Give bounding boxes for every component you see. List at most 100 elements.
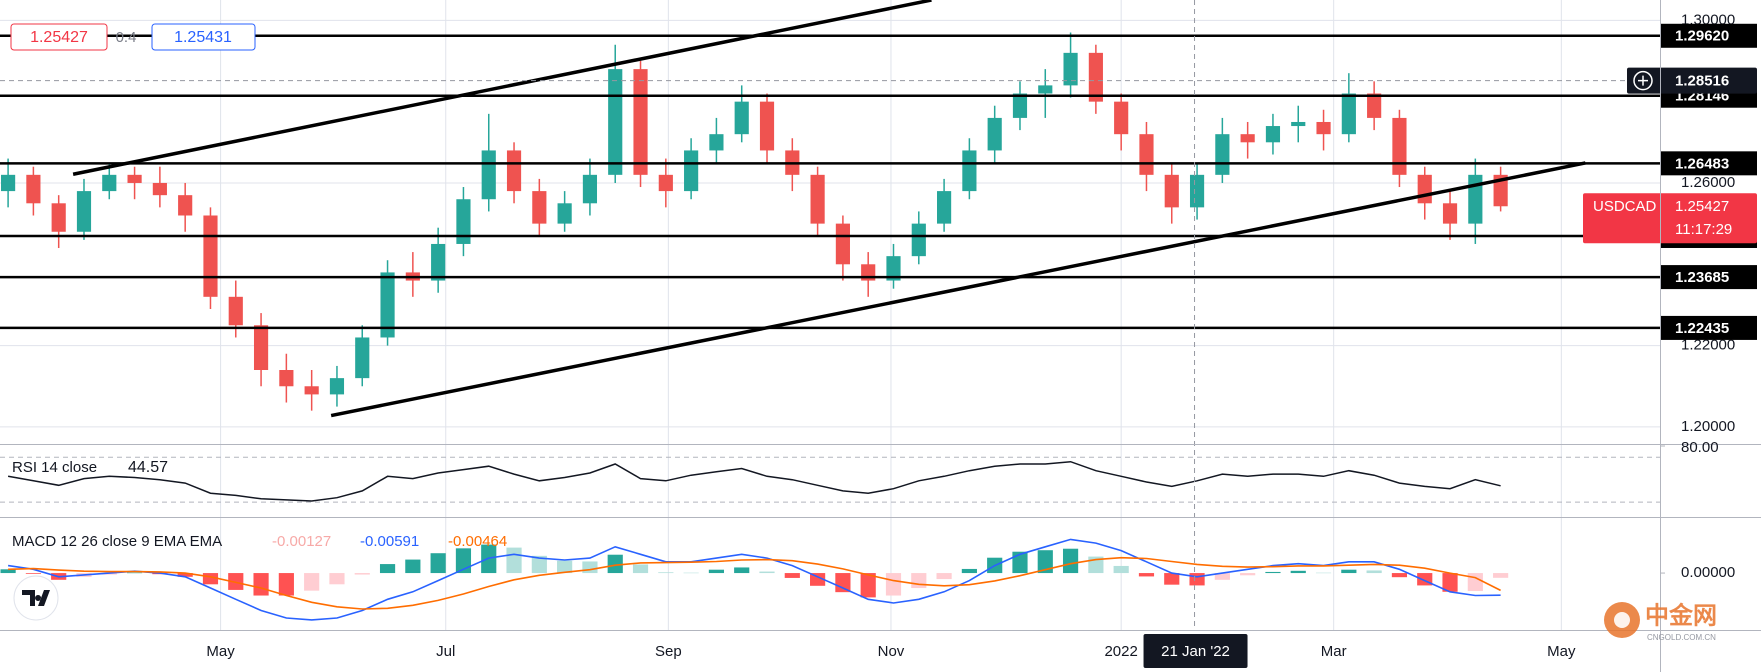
macd-histogram-bar xyxy=(1290,570,1306,574)
candle-body xyxy=(1215,134,1230,175)
level-label-box xyxy=(1660,265,1757,290)
level-label: 1.26483 xyxy=(1675,155,1729,172)
macd-histogram-bar xyxy=(632,564,649,574)
candle-body xyxy=(1265,126,1281,143)
candle-body xyxy=(684,150,699,192)
macd-histogram-bar xyxy=(253,573,269,596)
macd-histogram-bar xyxy=(1012,551,1028,574)
candle-body xyxy=(279,370,294,387)
price-marker-symbol: USDCAD xyxy=(1593,198,1657,215)
candle-body xyxy=(431,243,446,281)
macd-histogram-bar xyxy=(1214,573,1230,580)
candle-body xyxy=(1468,174,1483,224)
candle-body xyxy=(1038,85,1053,94)
macd-histogram-bar xyxy=(1138,573,1155,577)
candle-body xyxy=(1139,134,1154,175)
indicator-panes xyxy=(0,445,1665,621)
macd-histogram-bar xyxy=(1164,573,1180,585)
macd-histogram-bar xyxy=(506,547,522,574)
macd-histogram-bar xyxy=(1442,573,1458,592)
price-marker-value: 1.25427 xyxy=(1675,198,1729,215)
macd-histogram-bar xyxy=(607,554,623,574)
macd-histogram-bar xyxy=(25,573,41,574)
macd-histogram-bar xyxy=(582,561,598,574)
candle-body xyxy=(658,174,673,192)
tv-logo xyxy=(22,590,50,606)
macd-histogram-bar xyxy=(202,573,219,585)
rsi-line xyxy=(7,460,1501,502)
candle-body xyxy=(203,215,218,297)
macd-histogram-bar xyxy=(683,572,699,574)
macd-histogram-bar xyxy=(430,553,446,574)
candle-body xyxy=(228,296,243,326)
macd-histogram-bar xyxy=(961,568,977,574)
candle-body xyxy=(152,182,167,196)
signal-line xyxy=(8,556,1501,610)
candle-body xyxy=(1012,93,1028,118)
candle-body xyxy=(329,378,345,395)
candle-body xyxy=(937,191,952,224)
level-label: 1.23685 xyxy=(1675,269,1729,286)
macd-histogram-bar xyxy=(304,573,320,591)
ask-box xyxy=(151,23,256,51)
watermark-name: 中金网 xyxy=(1645,601,1717,629)
candle-body xyxy=(709,134,724,151)
macd-histogram-bar xyxy=(885,573,902,596)
candle-body xyxy=(380,272,395,338)
macd-histogram-bar xyxy=(405,559,421,574)
macd-hist-value: -0.00127 xyxy=(272,533,331,550)
candle-body xyxy=(532,191,547,224)
candle-body xyxy=(1240,134,1255,143)
macd-histogram-bar xyxy=(784,573,800,578)
macd-histogram-bar xyxy=(860,573,876,598)
macd-histogram-bar xyxy=(835,573,851,593)
macd-histogram-bar xyxy=(708,569,725,574)
rsi-value: 44.57 xyxy=(128,459,168,476)
candle-body xyxy=(1367,93,1382,118)
macd-histogram-bar xyxy=(734,567,750,574)
bid-box xyxy=(10,23,108,51)
macd-histogram-bar xyxy=(1113,565,1129,574)
level-label: 1.22435 xyxy=(1675,320,1729,337)
crosshair-price-box xyxy=(1627,67,1757,94)
add-alert-icon xyxy=(1633,70,1653,91)
macd-histogram-bar xyxy=(1391,573,1408,578)
macd-histogram-bar xyxy=(1341,569,1357,574)
macd-histogram-bar xyxy=(1265,571,1281,574)
add-alert-icon xyxy=(1638,75,1648,86)
crosshair-price-label: 1.28516 xyxy=(1675,73,1729,90)
price-marker-countdown: 11:17:29 xyxy=(1675,221,1732,238)
candle-body xyxy=(633,69,648,175)
candle-body xyxy=(1,174,16,192)
macd-histogram-bar xyxy=(1493,573,1509,578)
macd-value: -0.00591 xyxy=(360,533,419,550)
macd-histogram-bar xyxy=(228,573,244,590)
level-label-box xyxy=(1660,315,1757,340)
candle-body xyxy=(304,386,319,395)
crosshair-time-box xyxy=(1143,634,1248,668)
macd-histogram-bar xyxy=(379,564,396,574)
x-tick-label: May xyxy=(1547,643,1576,660)
price-pane xyxy=(0,0,1660,418)
candle-body xyxy=(582,174,598,204)
candle-body xyxy=(51,203,66,232)
candle-body xyxy=(1316,121,1331,135)
macd-histogram-bar xyxy=(177,573,193,577)
candle-body xyxy=(1063,52,1078,86)
candle-body xyxy=(506,150,522,192)
price-marker-box xyxy=(1583,193,1757,244)
candle-body xyxy=(26,174,41,204)
macd-histogram-bar xyxy=(658,572,674,574)
macd-tick-label: 0.00000 xyxy=(1681,564,1735,581)
macd-line xyxy=(7,538,1501,621)
candle-body xyxy=(1417,174,1432,204)
candle-body xyxy=(835,223,850,265)
macd-histogram-bar xyxy=(759,571,775,574)
bid: 1.25427 xyxy=(30,29,88,46)
candle-body xyxy=(810,174,825,224)
level-label-box xyxy=(1660,151,1757,176)
macd-histogram-bar xyxy=(1315,572,1332,574)
rsi-label: RSI 14 close xyxy=(12,459,97,476)
